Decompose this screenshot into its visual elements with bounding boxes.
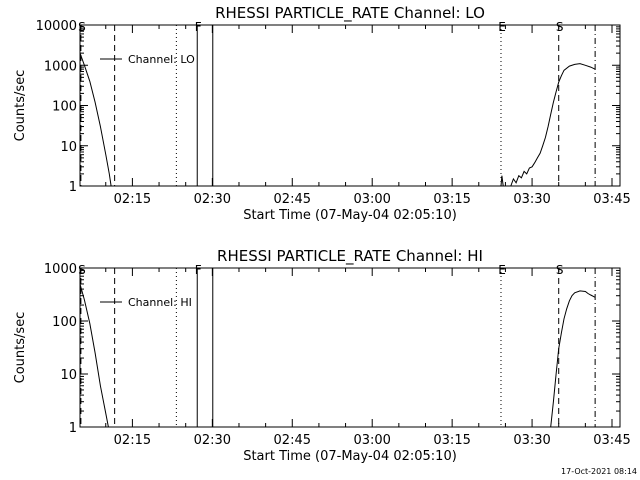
chart-title: RHESSI PARTICLE_RATE Channel: LO (215, 4, 485, 23)
chart-panel-0: RHESSI PARTICLE_RATE Channel: LO 1 10 100 10… (13, 4, 631, 223)
x-axis-label: Start Time (07-May-04 02:05:10) (243, 208, 457, 223)
series-line (550, 290, 596, 428)
y-tick-label: 10000 (36, 19, 77, 34)
event-marker-label: S (78, 263, 86, 277)
event-marker-label: F (195, 263, 202, 277)
footer-timestamp: 17-Oct-2021 08:14 (561, 467, 637, 476)
y-axis-label: Counts/sec (13, 312, 28, 384)
x-tick-label: 02:30 (194, 192, 231, 207)
plot-frame (79, 267, 621, 428)
series-line (500, 175, 504, 187)
series-line (79, 52, 112, 187)
event-marker-label: E (498, 263, 506, 277)
x-tick-label: 03:30 (513, 433, 550, 448)
x-tick-label: 02:30 (194, 433, 231, 448)
x-tick-label: 03:00 (353, 433, 390, 448)
y-tick-label: 100 (52, 315, 77, 330)
x-tick-label: 02:45 (274, 192, 311, 207)
x-tick-label: 02:45 (274, 433, 311, 448)
y-tick-label: 1000 (44, 262, 77, 277)
series-line (510, 63, 596, 187)
y-tick-label: 1 (69, 421, 77, 436)
legend-label: Channel: LO (128, 53, 195, 66)
y-tick-label: 100 (52, 100, 77, 115)
y-tick-label: 10 (60, 140, 77, 155)
x-tick-label: 03:15 (433, 192, 470, 207)
series-line (79, 283, 109, 428)
event-marker-label: S (78, 20, 86, 34)
event-marker-label: S (556, 20, 564, 34)
x-tick-label: 02:15 (114, 433, 151, 448)
event-marker-label: S (556, 263, 564, 277)
x-tick-label: 02:15 (114, 192, 151, 207)
x-tick-label: 03:15 (433, 433, 470, 448)
event-marker-label: F (195, 20, 202, 34)
y-tick-label: 10 (60, 368, 77, 383)
x-tick-label: 03:45 (593, 433, 630, 448)
y-axis-label: Counts/sec (13, 70, 28, 142)
chart-title: RHESSI PARTICLE_RATE Channel: HI (217, 247, 483, 266)
y-tick-label: 1000 (44, 59, 77, 74)
event-marker-label: E (498, 20, 506, 34)
x-tick-label: 03:30 (513, 192, 550, 207)
legend-label: Channel: HI (128, 296, 192, 309)
chart-panel-1: RHESSI PARTICLE_RATE Channel: HI 1 10 100 10… (13, 247, 631, 464)
x-axis-label: Start Time (07-May-04 02:05:10) (243, 449, 457, 464)
x-tick-label: 03:00 (353, 192, 390, 207)
plot-frame (79, 24, 621, 187)
y-tick-label: 1 (69, 180, 77, 195)
x-tick-label: 03:45 (593, 192, 630, 207)
